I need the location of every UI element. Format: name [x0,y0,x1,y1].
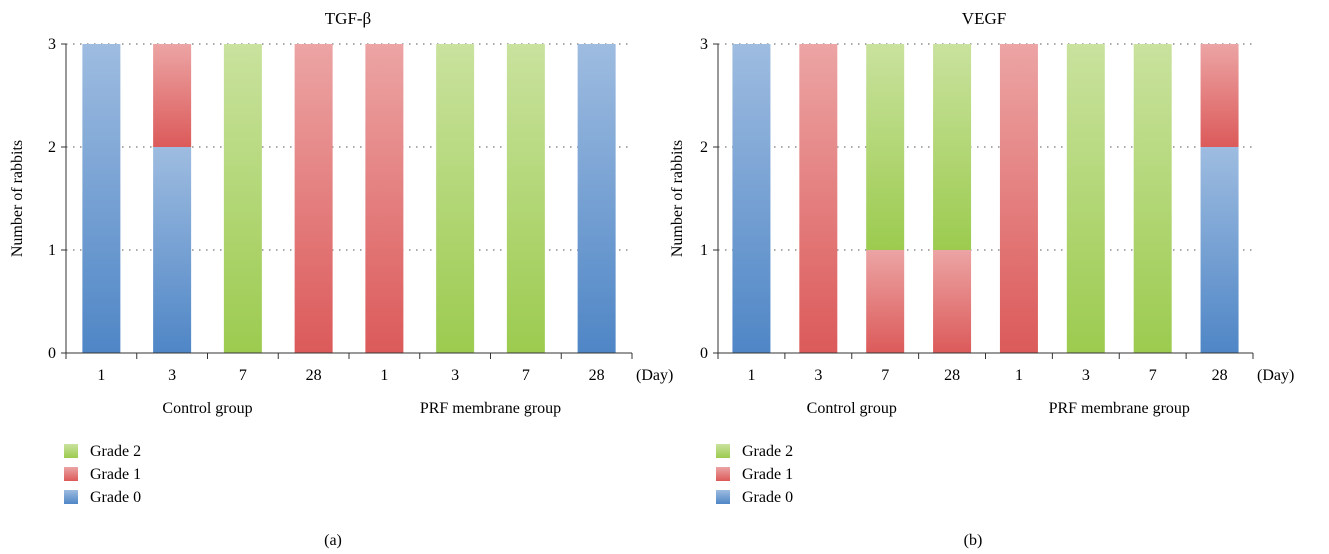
x-tick-label: 7 [522,367,530,384]
legend-swatch-grade-1 [64,467,78,481]
x-unit-label: (Day) [636,367,673,384]
panel-label: (a) [324,532,342,549]
y-tick-label: 0 [48,345,56,362]
legend-swatch-grade-2 [64,444,78,458]
chart-panel-a: TGF-β 0 1 2 3 Number of rabbits 1 3 7 28 1 3 7 28 (Day… [9,9,673,549]
bar-segment-grade-0 [1200,147,1239,353]
x-tick-label: 3 [814,367,822,384]
x-tick-label: 7 [881,367,889,384]
x-tick-label: 3 [168,367,176,384]
group-label: PRF membrane group [420,400,561,417]
y-tick-label: 2 [48,139,56,156]
x-tick-label: 3 [451,367,459,384]
legend-label: Grade 1 [90,466,141,483]
y-axis-label: Number of rabbits [9,140,26,257]
panel-label: (b) [964,532,983,549]
x-tick-label: 28 [306,367,322,384]
bar-segment-grade-0 [82,44,121,353]
bar-segment-grade-0 [153,147,192,353]
bar-segment-grade-1 [866,250,905,353]
legend-swatch-grade-1 [716,467,730,481]
bar-segment-grade-0 [732,44,771,353]
legend-swatch-grade-0 [716,490,730,504]
legend-label: Grade 2 [90,443,141,460]
y-tick-label: 2 [700,139,708,156]
group-label: PRF membrane group [1049,400,1190,417]
legend-label: Grade 2 [742,443,793,460]
bar-segment-grade-1 [365,44,404,353]
legend-label: Grade 0 [742,489,793,506]
bar-segment-grade-2 [1133,44,1172,353]
x-tick-label: 1 [380,367,388,384]
bar-segment-grade-1 [999,44,1038,353]
bar-segment-grade-1 [1200,44,1239,147]
bar-segment-grade-2 [436,44,475,353]
legend-swatch-grade-0 [64,490,78,504]
x-unit-label: (Day) [1257,367,1294,384]
group-label: Control group [162,400,252,417]
y-tick-label: 3 [700,36,708,53]
legend-label: Grade 0 [90,489,141,506]
group-label: Control group [807,400,897,417]
x-tick-label: 1 [97,367,105,384]
y-tick-label: 1 [48,242,56,259]
legend-label: Grade 1 [742,466,793,483]
chart-title: VEGF [962,9,1006,28]
bar-segment-grade-1 [933,250,972,353]
x-tick-label: 1 [747,367,755,384]
x-tick-label: 7 [239,367,247,384]
x-tick-label: 28 [1212,367,1228,384]
bar-segment-grade-1 [799,44,838,353]
bar-segment-grade-1 [294,44,333,353]
bar-segment-grade-2 [1066,44,1105,353]
y-tick-label: 1 [700,242,708,259]
x-tick-label: 1 [1015,367,1023,384]
x-tick-label: 28 [589,367,605,384]
bar-segment-grade-0 [577,44,616,353]
x-tick-label: 28 [944,367,960,384]
y-axis-label: Number of rabbits [669,140,686,257]
y-tick-label: 0 [700,345,708,362]
bar-segment-grade-2 [933,44,972,250]
bar-segment-grade-2 [866,44,905,250]
x-tick-label: 7 [1149,367,1157,384]
bar-segment-grade-2 [223,44,262,353]
bar-segment-grade-2 [506,44,545,353]
y-tick-label: 3 [48,36,56,53]
x-tick-label: 3 [1082,367,1090,384]
legend-swatch-grade-2 [716,444,730,458]
chart-panel-b: VEGF 0 1 2 3 Number of rabbits 1 3 7 28 1 3 7 28 (Day)… [669,9,1294,549]
bar-segment-grade-1 [153,44,192,147]
chart-title: TGF-β [325,9,371,28]
